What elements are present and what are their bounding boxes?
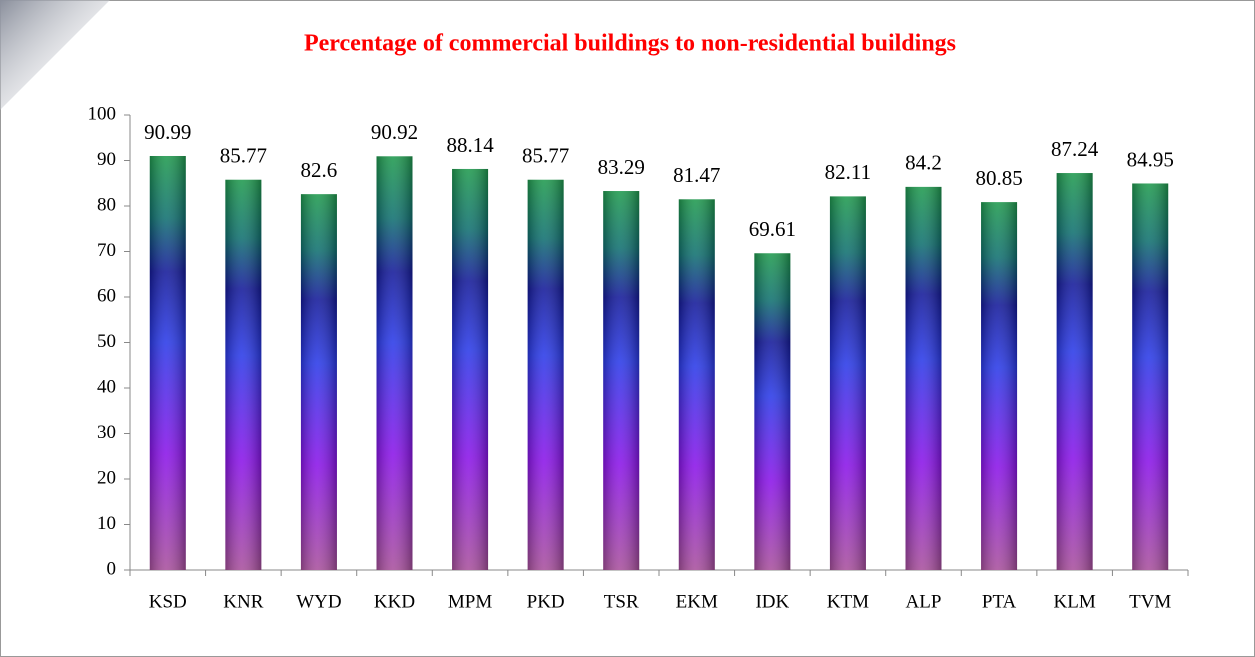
x-tick-label: PTA xyxy=(982,591,1017,612)
value-label: 81.47 xyxy=(673,163,720,187)
value-label: 87.24 xyxy=(1051,137,1099,161)
bar-shade xyxy=(1056,173,1093,571)
bar-shade xyxy=(678,199,715,570)
value-label: 85.77 xyxy=(522,144,569,168)
value-label: 85.77 xyxy=(220,144,267,168)
x-tick-label: KSD xyxy=(149,591,187,612)
bar-shade xyxy=(1132,183,1169,571)
x-tick-label: KKD xyxy=(374,591,415,612)
value-label: 84.95 xyxy=(1127,147,1174,171)
x-tick-label: TSR xyxy=(604,591,639,612)
bar-shade xyxy=(300,194,337,571)
value-label: 83.29 xyxy=(598,155,645,179)
y-tick-label: 80 xyxy=(97,194,116,215)
x-tick-label: MPM xyxy=(448,591,492,612)
bar-shade xyxy=(829,196,866,570)
bar-shade xyxy=(754,253,791,570)
y-tick-label: 60 xyxy=(97,285,116,306)
y-tick-label: 10 xyxy=(97,513,116,534)
x-tick-label: WYD xyxy=(296,591,341,612)
bar-shade xyxy=(981,202,1018,570)
x-tick-label: TVM xyxy=(1129,591,1171,612)
bar-shade xyxy=(905,186,942,570)
y-tick-label: 100 xyxy=(88,103,117,124)
bar-shade xyxy=(376,156,413,570)
value-label: 80.85 xyxy=(975,166,1022,190)
bar-shade xyxy=(527,179,564,570)
bar-shade xyxy=(225,179,262,570)
y-tick-label: 0 xyxy=(107,558,117,579)
value-label: 90.92 xyxy=(371,120,418,144)
value-label: 84.2 xyxy=(905,151,942,175)
bar-shade xyxy=(603,191,640,570)
value-label: 82.6 xyxy=(301,158,338,182)
value-label: 82.11 xyxy=(825,160,871,184)
x-tick-label: KTM xyxy=(827,591,869,612)
value-label: 90.99 xyxy=(144,120,191,144)
x-tick-label: ALP xyxy=(906,591,942,612)
y-tick-label: 50 xyxy=(97,331,116,352)
chart-title: Percentage of commercial buildings to no… xyxy=(304,31,956,57)
y-tick-label: 90 xyxy=(97,149,116,170)
y-tick-label: 20 xyxy=(97,467,116,488)
bar-shade xyxy=(149,155,186,571)
x-tick-label: IDK xyxy=(755,591,789,612)
y-tick-label: 30 xyxy=(97,422,116,443)
x-tick-label: PKD xyxy=(527,591,565,612)
value-label: 88.14 xyxy=(446,133,494,157)
x-tick-label: KLM xyxy=(1054,591,1096,612)
y-tick-label: 70 xyxy=(97,240,116,261)
corner-shade xyxy=(0,0,110,110)
bar-shade xyxy=(452,168,489,570)
x-tick-label: EKM xyxy=(676,591,718,612)
y-tick-label: 40 xyxy=(97,376,116,397)
x-tick-label: KNR xyxy=(223,591,263,612)
value-label: 69.61 xyxy=(749,217,796,241)
